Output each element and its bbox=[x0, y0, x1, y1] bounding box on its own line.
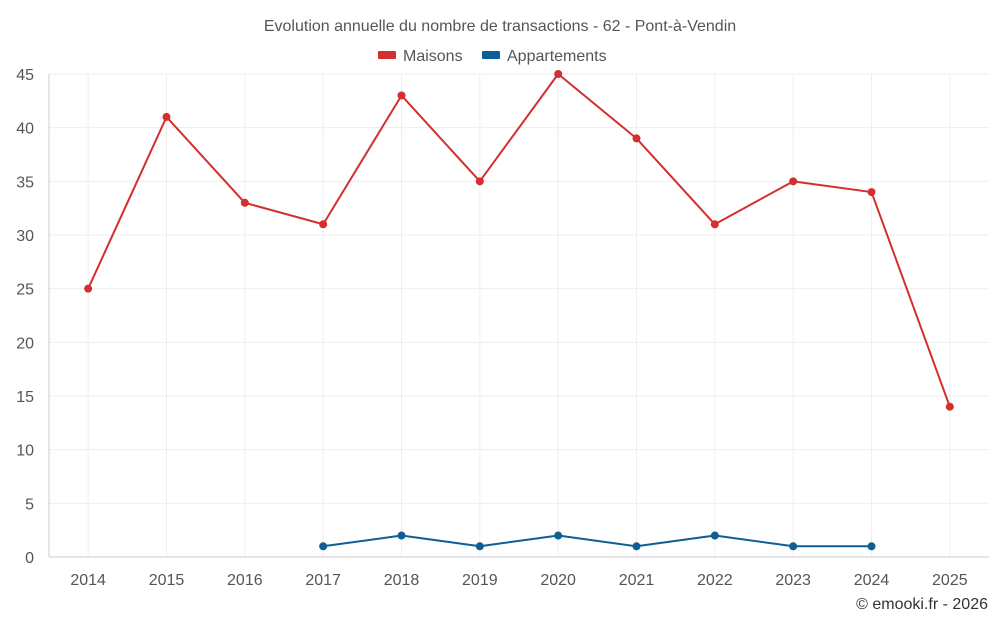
x-tick-label: 2018 bbox=[384, 572, 420, 589]
y-tick-label: 20 bbox=[16, 335, 34, 352]
y-tick-label: 45 bbox=[16, 67, 34, 84]
x-tick-label: 2020 bbox=[540, 572, 576, 589]
data-point-maisons[interactable] bbox=[162, 112, 171, 121]
x-tick-label: 2015 bbox=[149, 572, 185, 589]
y-tick-label: 25 bbox=[16, 282, 34, 299]
legend-label-maisons: Maisons bbox=[403, 48, 463, 65]
data-point-appartements[interactable] bbox=[475, 542, 484, 551]
data-point-maisons[interactable] bbox=[397, 91, 406, 100]
grid bbox=[49, 73, 989, 557]
x-tick-label: 2024 bbox=[854, 572, 890, 589]
y-tick-label: 15 bbox=[16, 389, 34, 406]
legend-label-appartements: Appartements bbox=[507, 48, 607, 65]
x-tick-label: 2022 bbox=[697, 572, 733, 589]
x-tick-label: 2025 bbox=[932, 572, 968, 589]
data-point-maisons[interactable] bbox=[319, 220, 328, 229]
data-point-appartements[interactable] bbox=[632, 542, 641, 551]
x-tick-label: 2021 bbox=[619, 572, 655, 589]
data-point-appartements[interactable] bbox=[789, 542, 798, 551]
data-point-appartements[interactable] bbox=[867, 542, 876, 551]
x-tick-label: 2023 bbox=[775, 572, 811, 589]
series-line-maisons bbox=[87, 73, 951, 408]
y-tick-label: 35 bbox=[16, 174, 34, 191]
x-tick-label: 2017 bbox=[305, 572, 341, 589]
data-point-appartements[interactable] bbox=[397, 531, 406, 540]
data-point-maisons[interactable] bbox=[945, 402, 954, 411]
y-tick-label: 40 bbox=[16, 121, 34, 138]
chart-title: Evolution annuelle du nombre de transact… bbox=[264, 18, 736, 35]
legend-swatch-appartements bbox=[482, 51, 500, 59]
data-point-maisons[interactable] bbox=[84, 284, 93, 293]
legend-item-maisons[interactable]: Maisons bbox=[378, 48, 463, 65]
series-maisons bbox=[84, 70, 954, 411]
legend-item-appartements[interactable]: Appartements bbox=[482, 48, 607, 65]
y-tick-label: 0 bbox=[25, 550, 34, 567]
y-tick-label: 5 bbox=[25, 496, 34, 513]
data-point-maisons[interactable] bbox=[789, 177, 798, 186]
x-tick-label: 2016 bbox=[227, 572, 263, 589]
legend: Maisons Appartements bbox=[378, 48, 607, 65]
data-point-appartements[interactable] bbox=[710, 531, 719, 540]
data-point-maisons[interactable] bbox=[554, 70, 563, 78]
legend-swatch-maisons bbox=[378, 51, 396, 59]
credit-text: © emooki.fr - 2026 bbox=[856, 596, 988, 613]
series-appartements bbox=[319, 531, 876, 551]
x-tick-label: 2019 bbox=[462, 572, 498, 589]
series-line-appartements bbox=[323, 534, 872, 548]
y-tick-label: 10 bbox=[16, 443, 34, 460]
data-point-appartements[interactable] bbox=[319, 542, 328, 551]
series bbox=[84, 70, 954, 551]
x-tick-label: 2014 bbox=[70, 572, 106, 589]
data-point-maisons[interactable] bbox=[475, 177, 484, 186]
data-point-maisons[interactable] bbox=[867, 188, 876, 197]
y-tick-label: 30 bbox=[16, 228, 34, 245]
data-point-maisons[interactable] bbox=[632, 134, 641, 143]
data-point-maisons[interactable] bbox=[710, 220, 719, 229]
data-point-maisons[interactable] bbox=[240, 198, 249, 207]
data-point-appartements[interactable] bbox=[554, 531, 563, 540]
